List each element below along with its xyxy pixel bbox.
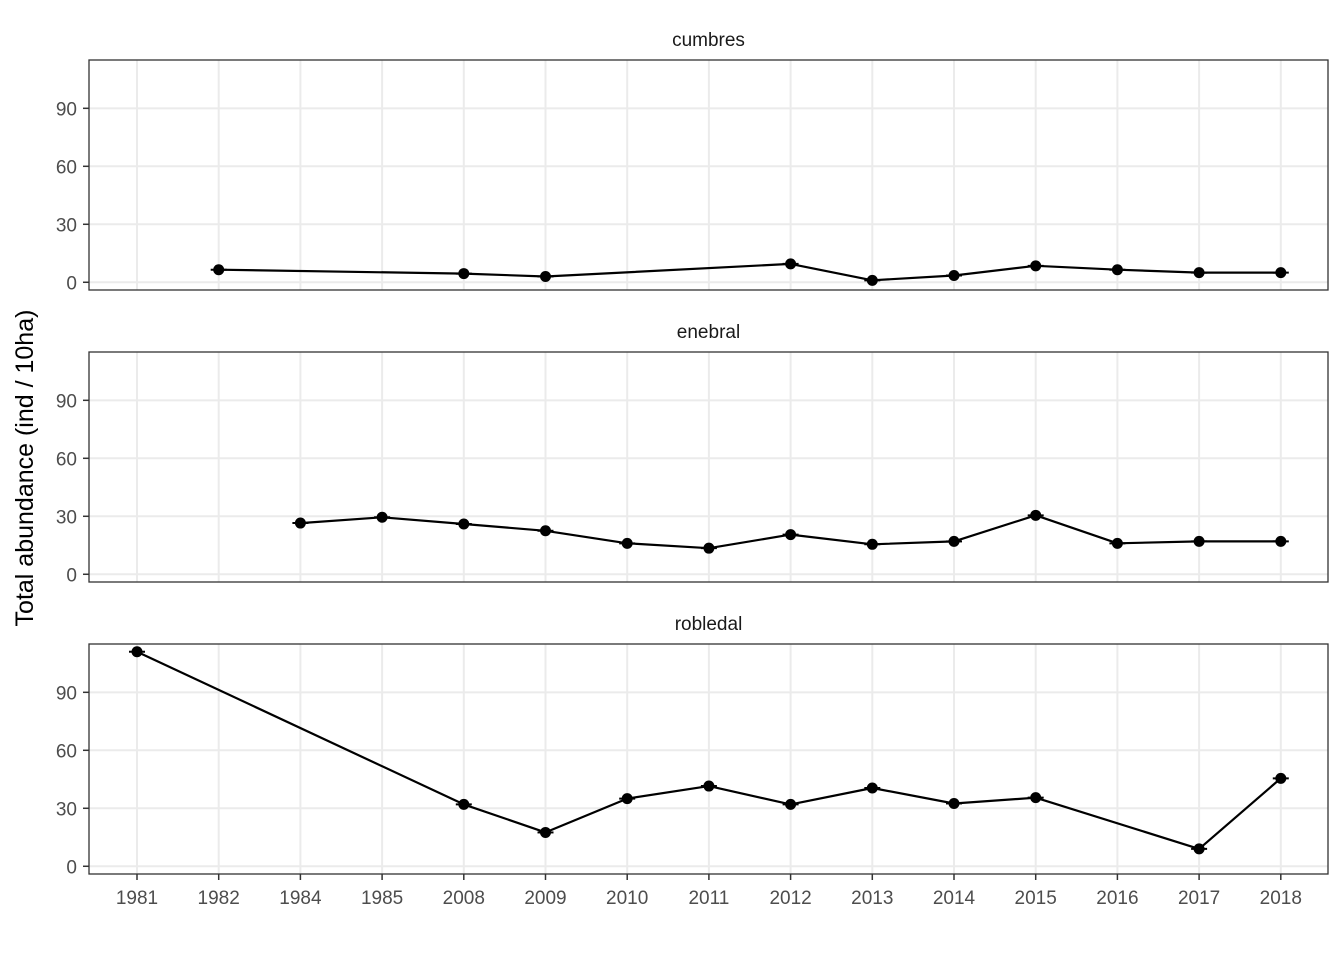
y-axis-title: Total abundance (ind / 10ha) (11, 310, 39, 627)
data-point (540, 826, 551, 838)
data-point (1193, 267, 1205, 279)
data-point (294, 517, 306, 529)
data-point (376, 511, 388, 523)
data-point (1030, 509, 1042, 521)
data-point (866, 274, 878, 286)
data-point (131, 646, 143, 658)
data-point (1193, 843, 1205, 855)
panel-cumbres: cumbres 0 30 60 90 (56, 30, 1329, 294)
data-point (540, 525, 551, 537)
series-line (218, 262, 1281, 282)
x-axis: 1981 1982 1984 1985 2008 2009 2010 2011 2012 2013… (116, 874, 1302, 909)
y-tick-label: 60 (56, 741, 77, 762)
y-tick-label: 30 (56, 507, 77, 528)
data-point (1111, 537, 1123, 549)
x-tick-label: 1982 (198, 888, 240, 909)
y-tick-label: 60 (56, 157, 77, 178)
data-point (458, 268, 470, 280)
panel-border (88, 59, 1329, 291)
data-point (785, 258, 797, 270)
data-point (948, 535, 960, 547)
y-tick-label: 0 (66, 273, 77, 294)
x-tick-label: 2013 (851, 888, 893, 909)
panel-title: cumbres (672, 30, 745, 51)
data-point (1193, 535, 1205, 547)
x-tick-label: 2009 (524, 888, 566, 909)
data-point (1030, 260, 1042, 272)
panels: cumbres 0 30 60 90 enebral 0 30 60 90 robledal 0 30 6… (56, 30, 1329, 878)
data-point (1030, 792, 1042, 804)
data-point (948, 270, 960, 282)
data-point (1275, 772, 1287, 784)
data-point (948, 797, 960, 809)
x-tick-label: 1984 (279, 888, 322, 909)
x-tick-label: 1981 (116, 888, 158, 909)
data-point (785, 798, 797, 810)
data-point (458, 798, 470, 810)
x-tick-label: 2018 (1260, 888, 1302, 909)
y-tick-label: 30 (56, 799, 77, 820)
data-point (866, 538, 878, 550)
x-tick-label: 1985 (361, 888, 403, 909)
data-point (703, 780, 715, 792)
data-point (213, 264, 225, 276)
y-tick-label: 90 (56, 99, 77, 120)
y-tick-label: 0 (66, 857, 77, 878)
data-point (540, 270, 551, 282)
x-tick-label: 2010 (606, 888, 648, 909)
panel-title: enebral (677, 322, 740, 343)
y-tick-label: 30 (56, 215, 77, 236)
y-tick-label: 90 (56, 683, 77, 704)
data-point (703, 542, 715, 554)
x-tick-label: 2008 (443, 888, 485, 909)
x-tick-label: 2014 (933, 888, 976, 909)
data-point (1111, 264, 1123, 276)
data-point (621, 537, 633, 549)
data-point (785, 529, 797, 541)
data-point (866, 782, 878, 794)
y-tick-label: 0 (66, 565, 77, 586)
x-tick-label: 2017 (1178, 888, 1220, 909)
x-tick-label: 2012 (769, 888, 811, 909)
y-tick-label: 90 (56, 391, 77, 412)
panel-robledal: robledal 0 30 60 90 (56, 614, 1329, 878)
data-point (1275, 267, 1287, 279)
x-tick-label: 2015 (1015, 888, 1057, 909)
panel-title: robledal (675, 614, 743, 635)
data-point (458, 518, 470, 530)
data-point (621, 793, 633, 805)
data-point (1275, 535, 1287, 547)
panel-enebral: enebral 0 30 60 90 (56, 322, 1329, 586)
panel-border (88, 351, 1329, 583)
y-tick-label: 60 (56, 449, 77, 470)
x-tick-label: 2011 (688, 888, 729, 909)
x-tick-label: 2016 (1096, 888, 1138, 909)
